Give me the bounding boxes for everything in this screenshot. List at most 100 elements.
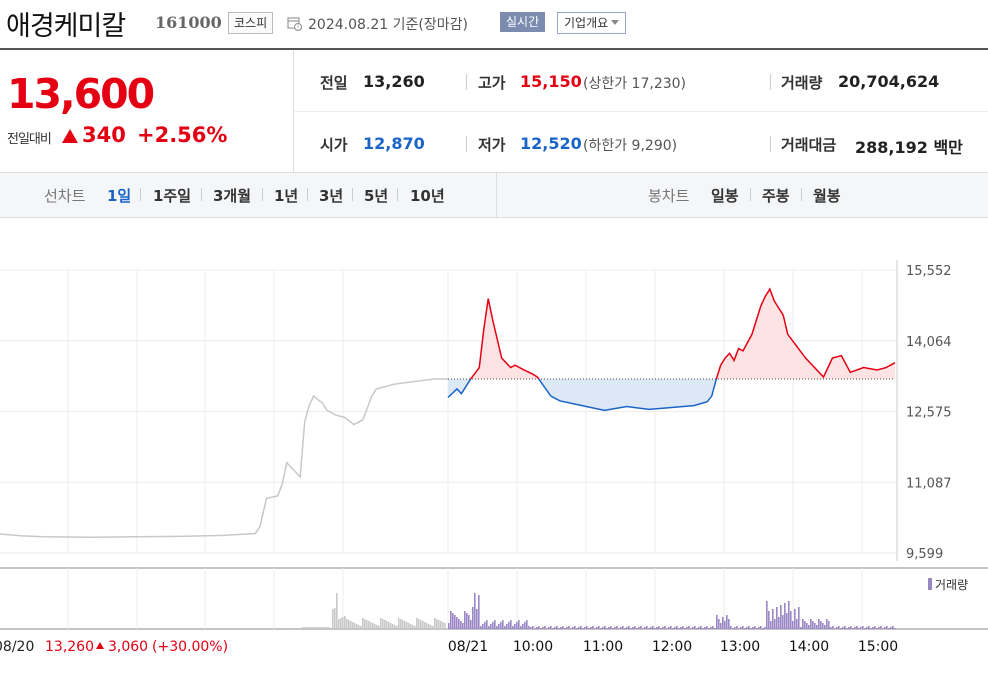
period-1year[interactable]: 1년	[274, 187, 299, 205]
volume-bar	[886, 626, 888, 629]
volume-bar	[592, 626, 594, 629]
volume-bar	[348, 620, 350, 629]
upper-limit: (상한가 17,230)	[583, 76, 687, 92]
volume-bar	[510, 620, 512, 629]
volume-bar	[456, 617, 458, 629]
volume-bar	[412, 625, 414, 629]
volume-bar	[428, 624, 430, 629]
volume-bar	[798, 607, 800, 629]
high-value: 15,150	[520, 72, 582, 91]
volume-bar	[622, 626, 624, 629]
prev-day-footer: 08/20 13,260 3,060(+30.00%)	[0, 639, 228, 655]
volume-bar	[770, 621, 772, 629]
divider	[307, 188, 308, 201]
market-badge: 코스피	[228, 12, 274, 34]
volume-bar	[468, 615, 470, 629]
volume-bar	[634, 626, 636, 629]
volume-bar	[784, 603, 786, 629]
volume-bar	[384, 620, 386, 629]
volume-bar	[650, 627, 652, 629]
volume-bar	[704, 627, 706, 629]
calendar-clock-icon	[287, 17, 302, 31]
candle-weekly[interactable]: 주봉	[762, 187, 790, 205]
volume-bar	[668, 627, 670, 629]
volume-bar	[386, 621, 388, 629]
volume-bar	[518, 620, 520, 629]
volume-bar	[334, 608, 336, 629]
volume-bar	[404, 621, 406, 629]
volume-bar	[702, 628, 704, 629]
volume-bar	[346, 619, 348, 629]
company-info-dropdown[interactable]: 기업개요	[557, 12, 627, 34]
period-1week[interactable]: 1주일	[153, 187, 192, 205]
volume-bar	[632, 627, 634, 629]
volume-bar	[490, 624, 492, 629]
volume-bar	[328, 627, 330, 629]
volume-bar	[826, 619, 828, 629]
volume-bar	[610, 626, 612, 629]
volume-legend-label: 거래량	[935, 578, 968, 592]
volume-bar	[484, 622, 486, 629]
volume-bar	[344, 616, 346, 629]
volume-bar	[620, 627, 622, 629]
today-line	[447, 287, 896, 412]
volume-bar	[298, 628, 300, 629]
volume-bar	[868, 626, 870, 629]
volume-bar	[492, 622, 494, 629]
line-chart-label: 선차트	[44, 187, 86, 205]
volume-bar	[736, 626, 738, 629]
volume-bar	[790, 611, 792, 629]
volume-bar	[848, 627, 850, 629]
volume-bar	[436, 619, 438, 629]
volume-bar	[352, 622, 354, 629]
volume-bar	[776, 607, 778, 629]
period-3month[interactable]: 3개월	[213, 187, 252, 205]
volume-bar	[608, 627, 610, 629]
realtime-button[interactable]: 실시간	[500, 12, 546, 32]
volume-bar	[396, 626, 398, 629]
volume-bar	[482, 624, 484, 629]
volume-bar	[818, 619, 820, 629]
volume-bar	[840, 628, 842, 629]
volume-bar	[892, 626, 894, 629]
period-3year[interactable]: 3년	[319, 187, 344, 205]
volume-bar	[408, 623, 410, 629]
volume-bar	[544, 626, 546, 629]
period-1day[interactable]: 1일	[107, 187, 132, 205]
volume-bar	[528, 626, 530, 629]
period-10year[interactable]: 10년	[410, 187, 445, 205]
volume-bar	[594, 628, 596, 629]
candle-daily[interactable]: 일봉	[711, 187, 739, 205]
volume-bar	[562, 626, 564, 629]
volume-bar	[778, 617, 780, 629]
period-5year[interactable]: 5년	[364, 187, 389, 205]
low-value: 12,520	[520, 134, 582, 153]
volume-bar	[300, 628, 302, 629]
volume-bar	[618, 628, 620, 629]
volume-value: 20,704,624	[838, 72, 940, 91]
volume-bar	[486, 620, 488, 629]
volume-bar	[890, 627, 892, 629]
change-percent: +2.56%	[137, 123, 228, 147]
volume-bar	[656, 627, 658, 629]
candle-monthly[interactable]: 월봉	[813, 187, 841, 205]
volume-bar	[464, 611, 466, 629]
low-label: 저가	[478, 136, 506, 154]
prev-day-change-pct: (+30.00%)	[152, 639, 228, 655]
volume-bar	[398, 618, 400, 629]
stock-name[interactable]: 애경케미칼	[6, 11, 126, 42]
volume-bar	[722, 617, 724, 629]
volume-bar	[686, 627, 688, 629]
price-chart: 15,552 14,064 12,575 11,087 9,599 거래량 08/21 1…	[0, 260, 988, 655]
volume-bar	[586, 626, 588, 629]
volume-bar	[530, 627, 532, 629]
divider	[352, 188, 353, 201]
volume-bar	[370, 622, 372, 629]
volume-bar	[724, 621, 726, 629]
volume-bar	[822, 623, 824, 629]
volume-bar	[854, 627, 856, 629]
volume-bar	[520, 626, 522, 629]
volume-bar	[504, 626, 506, 629]
volume-bar	[430, 625, 432, 629]
volume-bar	[540, 628, 542, 629]
